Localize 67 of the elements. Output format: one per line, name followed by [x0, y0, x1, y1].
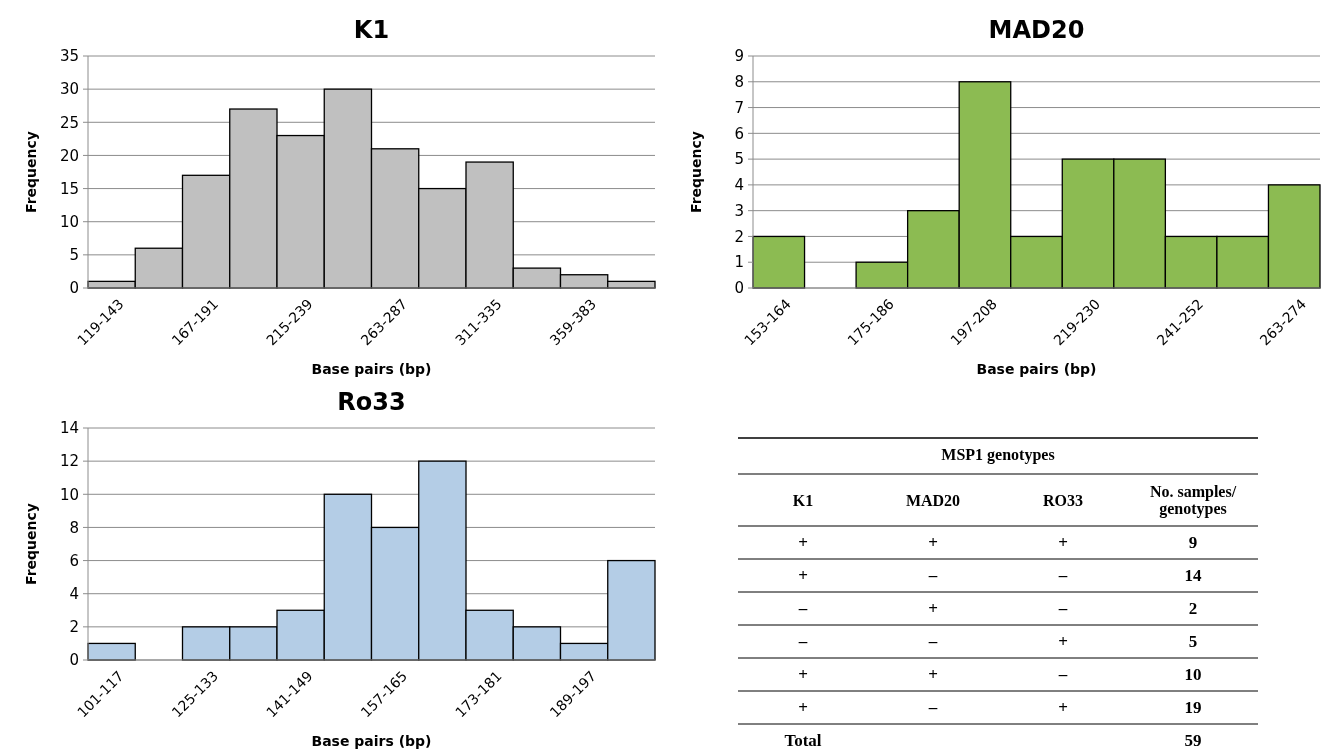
text: 14: [1184, 566, 1202, 586]
y-tick-label: 9: [734, 47, 744, 66]
y-tick-label: 2: [734, 227, 744, 246]
text: +: [928, 599, 938, 619]
y-tick-label: 2: [69, 618, 79, 637]
y-tick-label: 14: [59, 419, 79, 438]
text: MSP1 genotypes: [941, 446, 1055, 464]
y-tick-label: 10: [59, 212, 79, 231]
text: –: [1058, 599, 1068, 619]
y-tick-label: 10: [59, 485, 79, 504]
y-tick-label: 8: [734, 73, 744, 92]
y-tick-label: 8: [69, 518, 79, 537]
y-tick-label: 6: [69, 551, 79, 570]
chart-title: Ro33: [337, 388, 406, 416]
y-tick-label: 25: [59, 113, 79, 132]
y-tick-label: 0: [734, 279, 744, 298]
y-tick-label: 20: [59, 146, 79, 165]
y-tick-label: 0: [69, 279, 79, 298]
y-tick-label: 15: [59, 179, 79, 198]
category-label: K1: [792, 491, 814, 509]
text: +: [798, 665, 808, 685]
x-axis-title: Base pairs (bp): [311, 361, 432, 377]
x-axis-title: Base pairs (bp): [311, 733, 432, 749]
y-tick-label: 4: [734, 176, 744, 195]
chart-title: K1: [353, 16, 390, 44]
text: 5: [1188, 632, 1198, 652]
text: 10: [1184, 665, 1202, 685]
text: 19: [1184, 698, 1202, 718]
chart-title: MAD20: [988, 16, 1085, 44]
y-tick-label: 0: [69, 651, 79, 670]
y-tick-label: 12: [59, 452, 79, 471]
text: +: [928, 533, 938, 553]
text: –: [1058, 566, 1068, 586]
y-axis-title: Frequency: [23, 131, 39, 213]
text: +: [1058, 533, 1068, 553]
text: –: [928, 698, 938, 718]
y-tick-label: 3: [734, 201, 744, 220]
text: –: [798, 632, 808, 652]
text: +: [798, 533, 808, 553]
x-axis-title: Base pairs (bp): [976, 361, 1097, 377]
y-tick-label: 5: [734, 150, 744, 169]
y-tick-label: 1: [734, 253, 744, 272]
y-tick-label: 4: [69, 584, 79, 603]
category-label: No. samples/ genotypes: [1149, 482, 1237, 519]
text: Total: [784, 731, 822, 751]
text: –: [798, 599, 808, 619]
text: +: [1058, 632, 1068, 652]
y-tick-label: 35: [59, 47, 79, 66]
category-label: RO33: [1043, 491, 1083, 509]
category-label: MAD20: [905, 491, 961, 509]
text: 59: [1184, 731, 1202, 751]
text: 9: [1188, 533, 1198, 553]
y-tick-label: 7: [734, 98, 744, 117]
y-tick-label: 5: [69, 246, 79, 265]
text: +: [798, 698, 808, 718]
y-tick-label: 6: [734, 124, 744, 143]
text: +: [928, 665, 938, 685]
text: 2: [1188, 599, 1198, 619]
text: –: [928, 566, 938, 586]
text: +: [1058, 698, 1068, 718]
y-axis-title: Frequency: [688, 131, 704, 213]
bar: [752, 235, 806, 289]
y-tick-label: 30: [59, 80, 79, 99]
text: –: [928, 632, 938, 652]
text: –: [1058, 665, 1068, 685]
y-axis-title: Frequency: [23, 503, 39, 585]
text: +: [798, 566, 808, 586]
